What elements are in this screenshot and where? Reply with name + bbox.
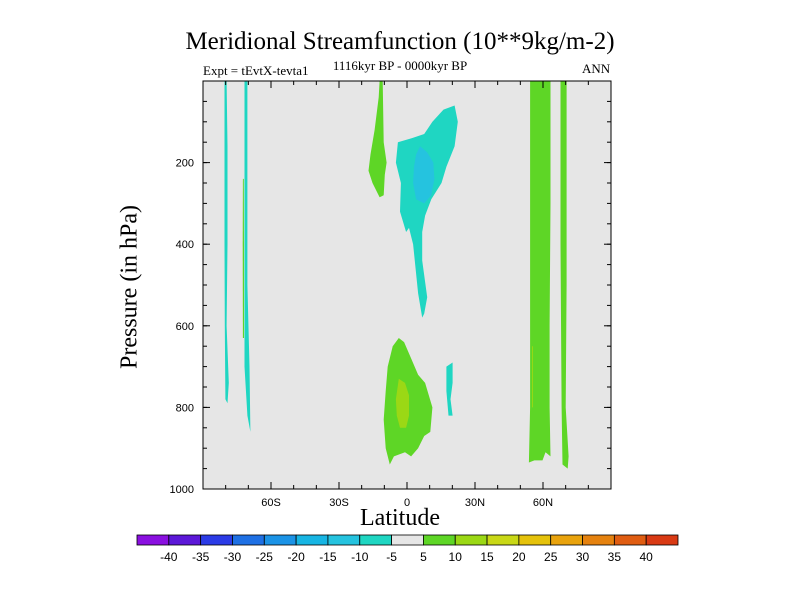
y-axis-ticks: 200 400 600 800 1000 [170, 80, 611, 496]
y-tick-label: 1000 [170, 484, 194, 496]
contour-region-tropical-upper-negative [395, 105, 458, 318]
colorbar-label: -20 [287, 550, 305, 564]
contour-region-nh-midlat-column [528, 81, 551, 463]
contour-region-nh-midlat-sliver [532, 346, 533, 408]
y-tick-label: 400 [176, 239, 194, 251]
colorbar-box [295, 534, 329, 546]
colorbar-label: -40 [160, 550, 178, 564]
contour-region-tropical-lower-positive-core [395, 378, 409, 428]
contour-region-sh-polar-sliver [242, 178, 244, 338]
colorbar-box [391, 534, 424, 546]
x-axis-ticks: 60S 30S 0 30N 60N [202, 81, 612, 509]
colorbar-label: -25 [256, 550, 274, 564]
contour-regions [224, 81, 569, 469]
season-label: ANN [582, 61, 611, 76]
contour-region-tropical-upper-negative-core [413, 146, 435, 204]
colorbar-box [486, 534, 520, 546]
colorbar-label: -15 [319, 550, 337, 564]
contour-region-sh-polar-column-2 [244, 81, 251, 432]
chart-title: Meridional Streamfunction (10**9kg/m-2) [185, 28, 615, 55]
contour-region-tropical-upper-positive [368, 81, 387, 198]
y-tick-label: 200 [176, 158, 194, 170]
colorbar-label: -30 [224, 550, 242, 564]
colorbar-label: 40 [639, 550, 653, 564]
colorbar-box [232, 534, 265, 546]
colorbar-box [454, 534, 488, 546]
colorbar-label: 30 [576, 550, 590, 564]
colorbar-box [550, 534, 583, 546]
colorbar-label: -35 [192, 550, 210, 564]
colorbar-label: 10 [449, 550, 463, 564]
colorbar-box [327, 534, 361, 546]
x-tick-label: 60S [261, 497, 281, 509]
x-tick-label: 30N [465, 497, 485, 509]
colorbar-box [518, 534, 552, 546]
colorbar-box [613, 534, 647, 546]
colorbar-label: 15 [480, 550, 494, 564]
contour-region-nh-polar-column [560, 81, 569, 469]
colorbar-box [423, 534, 456, 546]
colorbar-box [168, 534, 202, 546]
colorbar-label: 35 [608, 550, 622, 564]
y-tick-label: 600 [176, 321, 194, 333]
x-tick-label: 60N [533, 497, 553, 509]
x-tick-label: 0 [404, 497, 410, 509]
colorbar-label: 5 [420, 550, 427, 564]
colorbar-box [582, 534, 615, 546]
colorbar-label: -5 [386, 550, 397, 564]
y-tick-label: 800 [176, 402, 194, 414]
colorbar-box [263, 534, 297, 546]
colorbar: -40 -35 -30 -25 -20 -15 -10 -5 5 10 15 20 25 30 35 40 [136, 534, 679, 564]
contour-region-sh-polar-column-1 [224, 81, 229, 404]
colorbar-box [645, 534, 679, 546]
colorbar-label: 20 [512, 550, 526, 564]
colorbar-box [136, 534, 170, 546]
colorbar-label: -10 [351, 550, 369, 564]
contour-region-tropical-lower-negative [446, 362, 453, 416]
colorbar-box [359, 534, 392, 546]
chart-subtitle: 1116kyr BP - 0000kyr BP [332, 58, 468, 73]
colorbar-box [200, 534, 233, 546]
experiment-label: Expt = tEvtX-tevta1 [203, 63, 309, 78]
x-tick-label: 30S [329, 497, 349, 509]
colorbar-label: 25 [544, 550, 558, 564]
x-axis-label: Latitude [360, 505, 440, 531]
